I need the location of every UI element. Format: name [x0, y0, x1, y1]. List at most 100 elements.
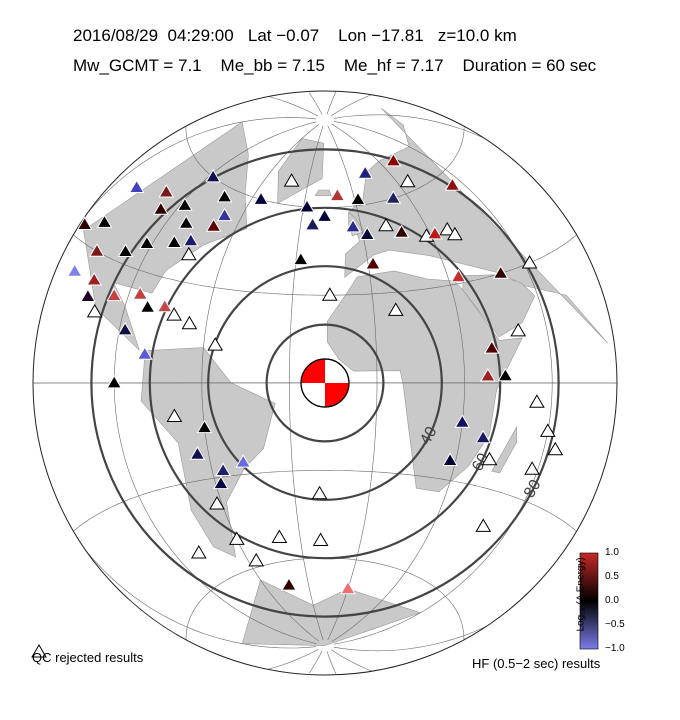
station-triangle	[444, 177, 461, 191]
meridian-line	[60, 117, 317, 649]
hf-legend-label: HF (0.5−2 sec) results	[472, 656, 601, 671]
header-event-info: 2016/08/29 04:29:00 Lat −0.07 Lon −17.81…	[73, 26, 517, 45]
parallel-line	[72, 470, 578, 533]
station-triangle	[547, 441, 564, 456]
station-triangle	[196, 419, 213, 434]
distance-ring-60	[148, 206, 502, 560]
land-iceland	[314, 189, 332, 197]
station-triangle	[106, 374, 123, 389]
station-triangle	[166, 408, 183, 422]
station-triangle	[329, 187, 346, 202]
station-triangle	[454, 414, 471, 428]
distance-rings	[90, 148, 560, 618]
colorbar-tick-3: 0.0	[605, 595, 619, 606]
station-triangle	[283, 173, 300, 187]
station-triangle	[529, 394, 545, 408]
station-triangle	[521, 255, 538, 269]
station-triangle	[475, 518, 492, 532]
qc-rejected-symbol	[31, 644, 47, 658]
station-triangle	[190, 545, 207, 559]
station-triangle	[215, 462, 231, 476]
land-greenland	[277, 138, 325, 204]
station-triangle	[80, 288, 96, 302]
station-triangle	[393, 224, 410, 238]
station-triangle	[378, 217, 394, 232]
station-triangle	[89, 243, 105, 257]
station-triangle	[178, 215, 195, 229]
station-triangle	[439, 221, 456, 236]
station-triangle	[253, 191, 269, 205]
colorbar-tick-2: 0.5	[605, 571, 619, 582]
meridian-line	[326, 91, 337, 675]
meridian-line	[309, 92, 323, 674]
colorbar-title: Log₁₀ (Δ Energy)	[575, 557, 587, 632]
focal-mechanism-beachball	[300, 358, 350, 408]
station-triangle	[158, 184, 175, 198]
station-triangle	[510, 322, 527, 337]
station-triangle	[228, 531, 245, 545]
station-triangle	[304, 216, 321, 231]
station-triangle	[492, 265, 509, 279]
station-triangle	[447, 226, 463, 241]
land-arabia	[462, 274, 536, 338]
colorbar-tick-4: −0.5	[605, 619, 625, 630]
station-triangle	[213, 475, 229, 490]
station-triangle	[365, 256, 381, 270]
station-triangle	[321, 287, 338, 301]
station-triangle	[182, 232, 199, 247]
station-triangle	[442, 452, 458, 466]
station-triangle	[480, 368, 496, 382]
station-triangle	[128, 179, 145, 193]
station-triangle	[76, 216, 93, 230]
station-triangle	[181, 315, 198, 330]
station-triangle	[216, 207, 233, 222]
station-triangle	[483, 340, 500, 354]
land-madagascar	[491, 426, 517, 474]
station-triangle	[345, 218, 361, 233]
colorbar-tick-5: −1.0	[605, 643, 625, 654]
station-triangle	[117, 243, 134, 257]
station-triangle	[180, 246, 197, 261]
qc-legend-label: QC rejected results	[32, 650, 144, 665]
station-triangle	[86, 272, 103, 286]
station-triangle	[340, 580, 356, 595]
colorbar-tick-1: 1.0	[605, 547, 619, 558]
station-triangle	[292, 251, 309, 266]
station-triangle	[235, 454, 252, 468]
station-triangle	[205, 168, 221, 183]
station-triangle	[117, 321, 133, 336]
station-triangle	[385, 152, 402, 167]
station-triangle	[481, 451, 498, 466]
station-triangle	[66, 263, 83, 277]
station-triangle	[132, 286, 149, 300]
meridian-line	[263, 95, 319, 671]
station-triangle	[475, 429, 491, 444]
station-triangle	[271, 529, 288, 543]
station-triangle	[312, 532, 329, 546]
distance-ring-label-40: 40	[417, 424, 441, 448]
station-triangle	[216, 188, 233, 203]
distance-ring-20	[265, 323, 385, 443]
station-triangle	[387, 302, 404, 316]
station-triangle	[205, 218, 222, 232]
station-triangle	[86, 303, 103, 318]
station-triangle	[497, 367, 514, 382]
distance-ring-label-80: 80	[521, 477, 545, 501]
station-triangle	[166, 307, 182, 321]
station-triangle	[189, 446, 206, 460]
station-triangle	[177, 197, 193, 211]
station-triangle	[539, 423, 556, 437]
station-triangle	[106, 287, 123, 302]
station-triangle	[207, 337, 224, 351]
station-triangle	[156, 298, 173, 313]
station-triangle	[139, 235, 155, 249]
distance-ring-80	[90, 148, 560, 618]
station-triangle	[450, 268, 467, 283]
station-triangle	[152, 201, 169, 215]
land-africa	[327, 270, 523, 493]
station-triangle	[385, 190, 402, 204]
colorbar	[579, 552, 599, 650]
station-triangle	[96, 214, 113, 228]
station-triangle	[316, 208, 333, 222]
